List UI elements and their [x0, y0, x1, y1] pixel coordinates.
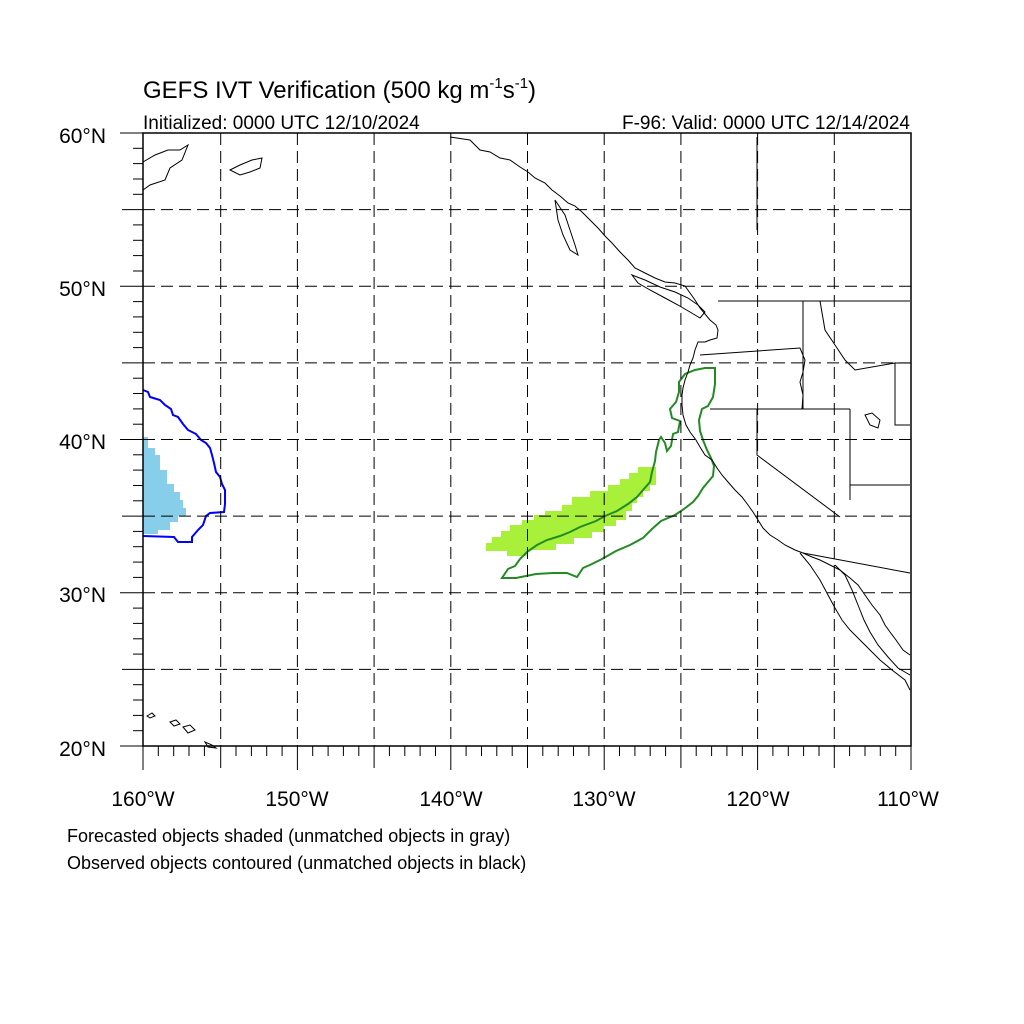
coastline-baja [799, 552, 911, 691]
coastlines [142, 136, 911, 749]
coastline-gulf-california [834, 564, 911, 676]
coastline-hawaii [146, 712, 218, 749]
coastline-gulf-of-alaska [142, 143, 190, 191]
x-tick-label: 150°W [265, 788, 328, 811]
initialized-label: Initialized: 0000 UTC 12/10/2024 [143, 113, 420, 134]
forecast-object-green [486, 467, 656, 556]
y-tick-label: 60°N [59, 125, 106, 148]
map-plot-area: 160°W 150°W 140°W 130°W 120°W 110°W 20°N… [59, 125, 939, 811]
y-tick-label: 20°N [59, 738, 106, 761]
tick-marks [120, 132, 912, 770]
valid-label: F-96: Valid: 0000 UTC 12/14/2024 [622, 113, 910, 134]
coastline-alaska-islands [554, 199, 579, 257]
observed-contour-green [500, 367, 716, 579]
legend-forecast-line: Forecasted objects shaded (unmatched obj… [67, 826, 510, 846]
coastline-kodiak [228, 157, 263, 176]
x-tick-label: 130°W [572, 788, 635, 811]
forecast-object-blue [143, 437, 186, 534]
observed-contour-blue [142, 389, 226, 543]
coastline-pacific-northwest [449, 136, 911, 656]
y-tick-labels: 20°N 30°N 40°N 50°N 60°N [59, 125, 106, 761]
x-tick-label: 120°W [726, 788, 789, 811]
x-tick-label: 110°W [877, 788, 939, 811]
x-tick-label: 140°W [419, 788, 482, 811]
coastline-vancouver-island [630, 273, 706, 319]
y-tick-label: 30°N [59, 584, 106, 607]
x-tick-label: 160°W [111, 788, 174, 811]
observed-contours [142, 367, 716, 579]
x-tick-labels: 160°W 150°W 140°W 130°W 120°W 110°W [111, 788, 939, 811]
forecast-objects [143, 437, 656, 556]
y-tick-label: 40°N [59, 431, 106, 454]
grid-lines [143, 133, 911, 746]
figure-title: GEFS IVT Verification (500 kg m-1s-1) [143, 75, 536, 104]
legend-observed-line: Observed objects contoured (unmatched ob… [67, 853, 526, 873]
border-states [699, 300, 911, 574]
y-tick-label: 50°N [59, 278, 106, 301]
great-salt-lake [864, 412, 881, 429]
